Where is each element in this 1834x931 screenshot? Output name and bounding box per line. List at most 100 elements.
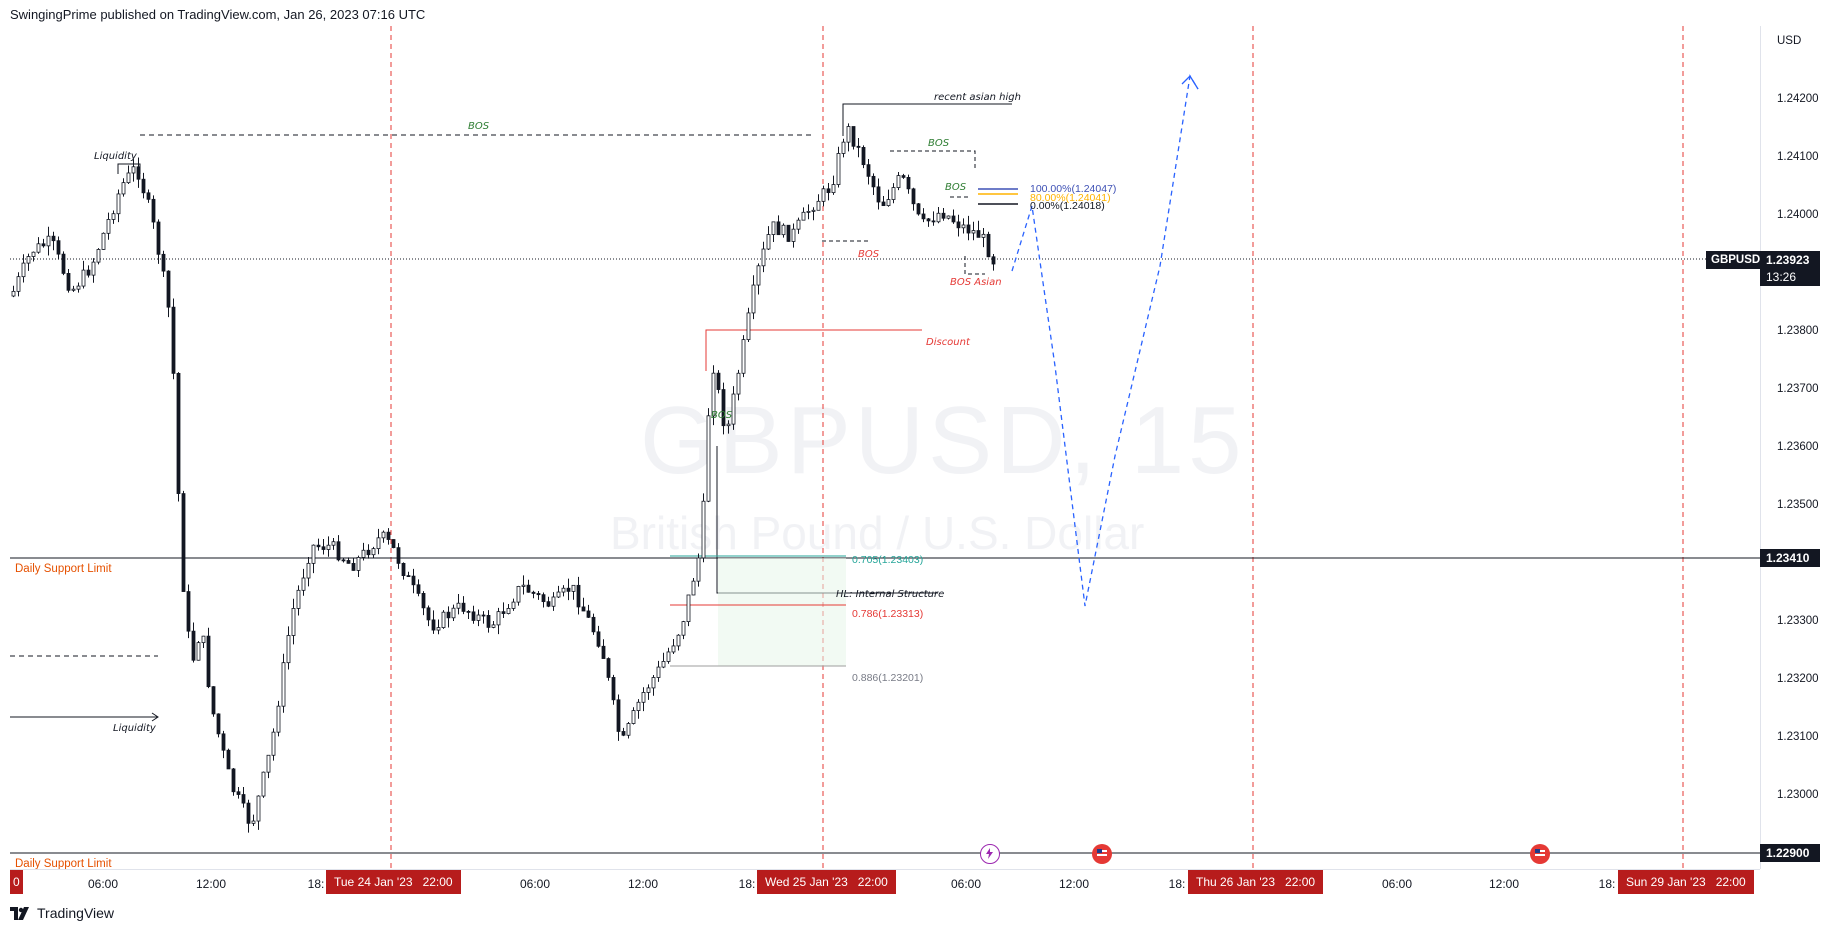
candle-body bbox=[876, 186, 881, 203]
candle-body bbox=[61, 253, 66, 274]
candle-body bbox=[226, 749, 231, 770]
candle-body bbox=[211, 686, 216, 715]
candle-body bbox=[646, 687, 651, 693]
candle-body bbox=[371, 548, 376, 556]
candle-body bbox=[991, 256, 996, 265]
candle-body bbox=[511, 601, 516, 609]
candle-body bbox=[196, 642, 201, 661]
candle-body bbox=[446, 611, 451, 619]
time-tick: 12:00 bbox=[627, 877, 659, 891]
candle-body bbox=[16, 276, 21, 292]
candle-body bbox=[261, 771, 266, 797]
asian-high-line bbox=[842, 103, 1012, 136]
candle-body bbox=[341, 559, 346, 562]
chart-pane[interactable]: GBPUSD, 15 British Pound / U.S. Dollar bbox=[10, 26, 1760, 869]
candle-body bbox=[716, 372, 721, 390]
candle-body bbox=[866, 164, 871, 177]
event-us-flag-icon[interactable] bbox=[1092, 844, 1112, 864]
candle-body bbox=[311, 544, 316, 564]
candle-body bbox=[731, 393, 736, 425]
countdown-tag: 13:26 bbox=[1760, 268, 1820, 286]
candle-body bbox=[761, 248, 766, 267]
candle-body bbox=[891, 187, 896, 200]
candle-body bbox=[676, 634, 681, 647]
candle-body bbox=[941, 212, 946, 219]
candle-body bbox=[76, 285, 81, 290]
candle-body bbox=[736, 372, 741, 395]
candle-body bbox=[106, 219, 111, 234]
candle-body bbox=[221, 733, 226, 751]
time-tick: 06:00 bbox=[519, 877, 551, 891]
bos-label-red: BOS bbox=[858, 249, 880, 260]
candle-body bbox=[121, 182, 126, 195]
candle-body bbox=[526, 584, 531, 593]
candle-body bbox=[781, 224, 786, 236]
candle-body bbox=[481, 614, 486, 617]
projection-arrowhead bbox=[1181, 74, 1199, 90]
candle-body bbox=[776, 221, 781, 236]
candle-body bbox=[436, 627, 441, 631]
candle-body bbox=[901, 175, 906, 178]
price-tick: 1.24000 bbox=[1777, 209, 1819, 221]
recent-asian-high-label: recent asian high bbox=[934, 92, 1021, 103]
candle-body bbox=[31, 251, 36, 257]
candle-body bbox=[401, 562, 406, 577]
candle-body bbox=[756, 265, 761, 286]
candle-body bbox=[501, 611, 506, 614]
candle-body bbox=[686, 594, 691, 622]
candle-body bbox=[706, 415, 711, 502]
price-tick: 1.23200 bbox=[1777, 673, 1819, 685]
time-badge: Wed 25 Jan '23 22:00 bbox=[757, 870, 896, 894]
price-axis[interactable]: USD 1.24200 1.24100 1.24000 1.23800 1.23… bbox=[1760, 26, 1834, 869]
candle-body bbox=[21, 262, 26, 278]
time-badge: Sun 29 Jan '23 22:00 bbox=[1618, 870, 1754, 894]
candle-body bbox=[826, 188, 831, 194]
candle-body bbox=[441, 611, 446, 628]
footer-brand[interactable]: TradingView bbox=[10, 905, 114, 921]
candle-body bbox=[576, 584, 581, 608]
candle-body bbox=[531, 591, 536, 594]
candle-body bbox=[286, 635, 291, 664]
event-us-flag-icon[interactable] bbox=[1530, 844, 1550, 864]
candle-body bbox=[946, 215, 951, 219]
candle-body bbox=[111, 213, 116, 220]
discount-line bbox=[705, 329, 922, 371]
price-tick: 1.23000 bbox=[1777, 789, 1819, 801]
candle-body bbox=[596, 631, 601, 647]
candle-body bbox=[626, 723, 631, 736]
candle-body bbox=[236, 791, 241, 795]
time-axis[interactable]: 0 06:00 12:00 18: Tue 24 Jan '23 22:00 0… bbox=[10, 869, 1760, 900]
candle-body bbox=[621, 731, 626, 736]
candle-body bbox=[146, 192, 151, 200]
candle-body bbox=[981, 233, 986, 238]
candle-body bbox=[396, 547, 401, 564]
candle-body bbox=[691, 580, 696, 596]
projection-path bbox=[1011, 74, 1199, 607]
time-badge: Thu 26 Jan '23 22:00 bbox=[1188, 870, 1324, 894]
candle-body bbox=[41, 243, 46, 247]
candle-body bbox=[536, 593, 541, 596]
candle-body bbox=[56, 240, 61, 255]
candle-body bbox=[141, 178, 146, 194]
event-flash-icon[interactable] bbox=[980, 844, 1000, 864]
time-tick: 18: bbox=[1168, 877, 1186, 891]
candle-body bbox=[671, 645, 676, 653]
candle-body bbox=[126, 172, 131, 184]
price-chart[interactable] bbox=[10, 26, 1760, 869]
daily-support-label-2: Daily Support Limit bbox=[15, 858, 112, 869]
candle-body bbox=[926, 218, 931, 222]
candle-body bbox=[316, 544, 321, 548]
bos-label-3: BOS bbox=[711, 410, 733, 421]
time-tick: 12:00 bbox=[1488, 877, 1520, 891]
candle-body bbox=[551, 596, 556, 607]
time-tick: 12:00 bbox=[1058, 877, 1090, 891]
candle-body bbox=[471, 611, 476, 621]
candle-body bbox=[381, 531, 386, 539]
candle-body bbox=[161, 253, 166, 272]
candle-body bbox=[491, 624, 496, 628]
candle-body bbox=[216, 713, 221, 735]
price-tick: 1.24200 bbox=[1777, 93, 1819, 105]
candle-body bbox=[541, 594, 546, 603]
candle-body bbox=[176, 372, 181, 494]
candle-body bbox=[171, 306, 176, 374]
